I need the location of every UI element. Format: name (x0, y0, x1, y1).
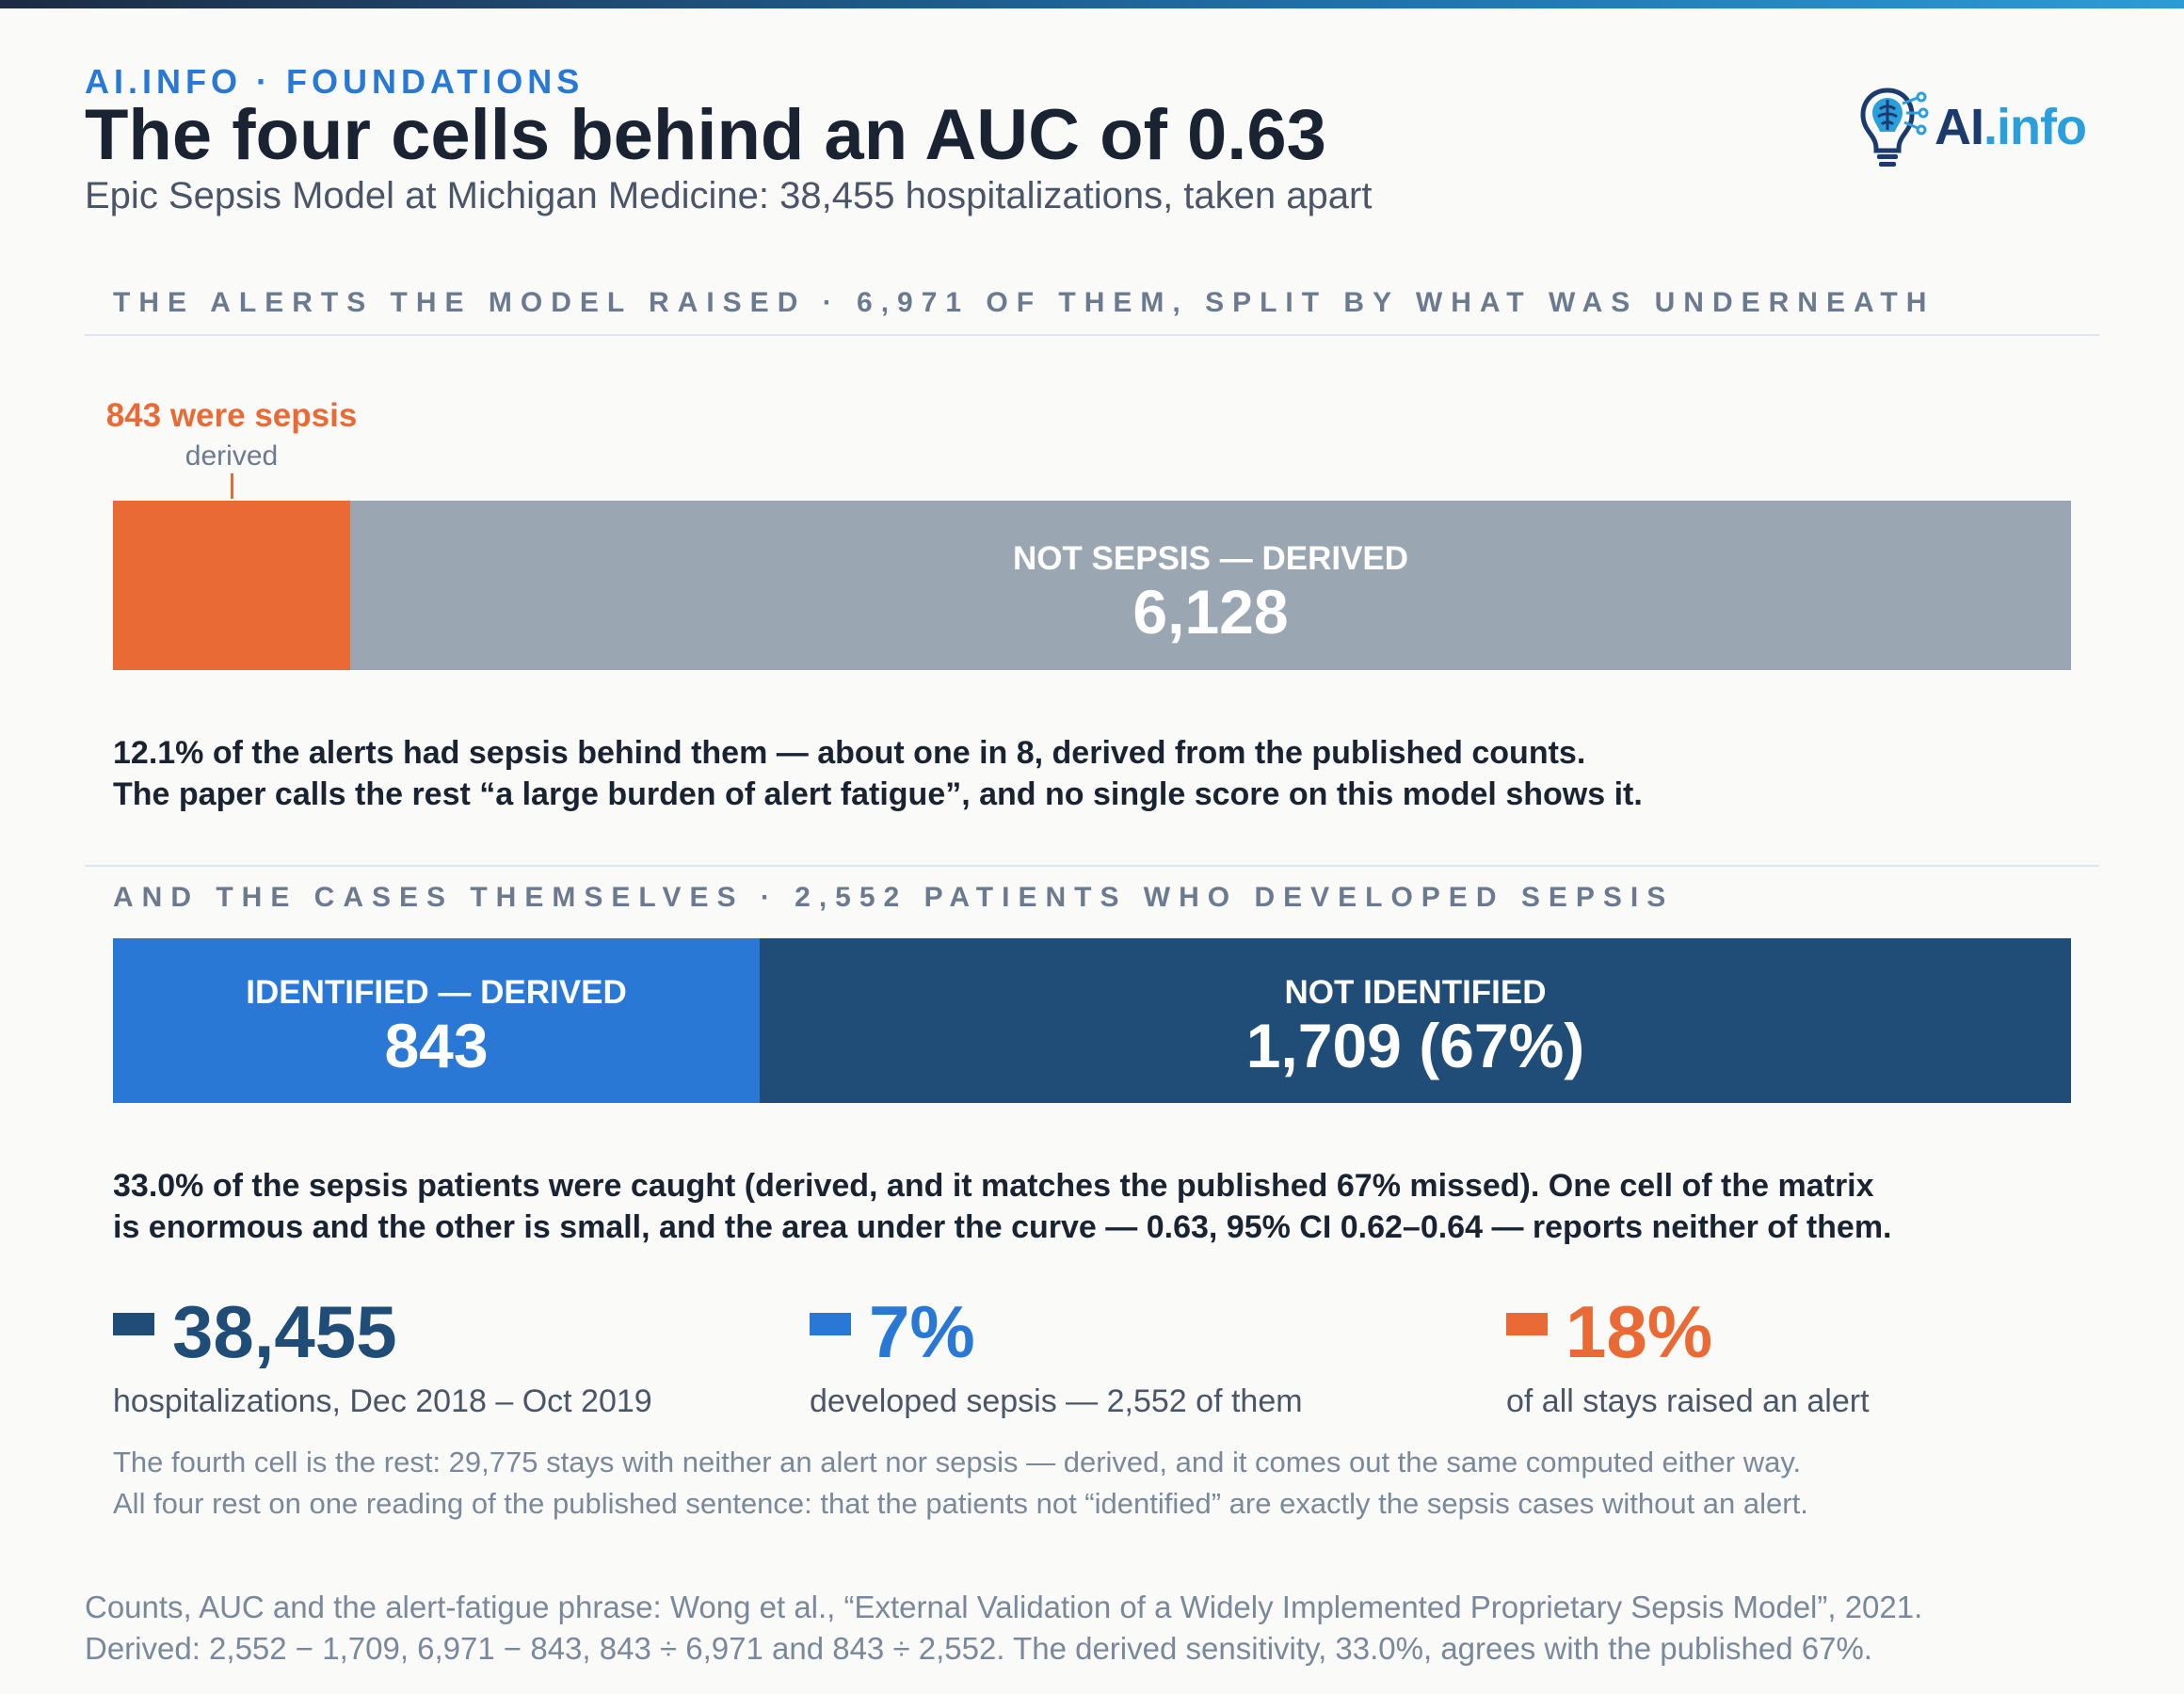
source-line: Derived: 2,552 − 1,709, 6,971 − 843, 843… (85, 1631, 1872, 1666)
stat-value: 18% (1566, 1290, 1713, 1373)
segment-text: IDENTIFIED — DERIVED 843 (113, 974, 760, 1080)
alerts-paragraph-line: The paper calls the rest “a large burden… (113, 776, 1643, 812)
stat-label: of all stays raised an alert (1506, 1383, 1870, 1419)
stat-label: developed sepsis — 2,552 of them (810, 1383, 1303, 1419)
alerts-section-title: THE ALERTS THE MODEL RAISED · 6,971 OF T… (113, 287, 1935, 318)
stat-value: 7% (869, 1290, 975, 1373)
note-line: The fourth cell is the rest: 29,775 stay… (113, 1446, 1802, 1478)
top-accent-rule (0, 0, 2184, 8)
eyebrow: AI.INFO · FOUNDATIONS (85, 62, 585, 101)
stat-swatch (1506, 1313, 1548, 1335)
segment-text: NOT IDENTIFIED 1,709 (67%) (760, 974, 2071, 1080)
stat-swatch (113, 1313, 154, 1335)
lightbulb-brain-circuit-icon (1860, 88, 1929, 167)
stat-label: hospitalizations, Dec 2018 – Oct 2019 (113, 1383, 652, 1419)
section-divider (85, 334, 2099, 336)
page-subtitle: Epic Sepsis Model at Michigan Medicine: … (85, 175, 1373, 216)
cases-paragraph: 33.0% of the sepsis patients were caught… (113, 1165, 1892, 1248)
bar-segment: NOT IDENTIFIED 1,709 (67%) (760, 938, 2071, 1103)
alerts-paragraph: 12.1% of the alerts had sepsis behind th… (113, 732, 1643, 815)
bar-segment: NOT SEPSIS — DERIVED 6,128 (350, 501, 2071, 670)
brand-logo[interactable]: AI.info (1859, 85, 2104, 173)
stat-value: 38,455 (172, 1290, 397, 1373)
source-footnote: Counts, AUC and the alert-fatigue phrase… (85, 1587, 1922, 1670)
stat-swatch (810, 1313, 851, 1335)
callout-main: 843 were sepsis (105, 397, 358, 434)
segment-value: 1,709 (67%) (1245, 1011, 1585, 1080)
segment-value: 843 (384, 1011, 489, 1080)
segment-label: NOT SEPSIS — DERIVED (1012, 540, 1409, 577)
bar-segment: IDENTIFIED — DERIVED 843 (113, 938, 760, 1103)
logo-wordmark-ai: AI (1935, 99, 1984, 155)
cases-section-title: AND THE CASES THEMSELVES · 2,552 PATIENT… (113, 882, 1675, 913)
logo-wordmark-suffix: .info (1983, 99, 2087, 155)
alerts-paragraph-line: 12.1% of the alerts had sepsis behind th… (113, 735, 1586, 771)
bar-segment (113, 501, 350, 670)
fourth-cell-note: The fourth cell is the rest: 29,775 stay… (113, 1442, 1808, 1525)
page-title: The four cells behind an AUC of 0.63 (85, 95, 1326, 175)
callout-sub: derived (185, 440, 279, 471)
segment-value: 6,128 (1132, 577, 1289, 647)
alerts-stacked-bar: NOT SEPSIS — DERIVED 6,128 (113, 501, 2071, 670)
segment-label: NOT IDENTIFIED (1284, 974, 1547, 1011)
sepsis-alert-callout: 843 were sepsis derived (102, 397, 361, 472)
source-line: Counts, AUC and the alert-fatigue phrase… (85, 1590, 1923, 1624)
segment-label: IDENTIFIED — DERIVED (246, 974, 627, 1011)
cases-stacked-bar: IDENTIFIED — DERIVED 843 NOT IDENTIFIED 1,7… (113, 938, 2071, 1103)
logo-wordmark: AI.info (1935, 98, 2087, 156)
section-divider (85, 865, 2099, 867)
cases-paragraph-line: is enormous and the other is small, and … (113, 1209, 1892, 1245)
callout-tick (231, 473, 233, 499)
segment-text: NOT SEPSIS — DERIVED 6,128 (350, 540, 2071, 647)
note-line: All four rest on one reading of the publ… (113, 1487, 1808, 1520)
cases-paragraph-line: 33.0% of the sepsis patients were caught… (113, 1168, 1874, 1204)
